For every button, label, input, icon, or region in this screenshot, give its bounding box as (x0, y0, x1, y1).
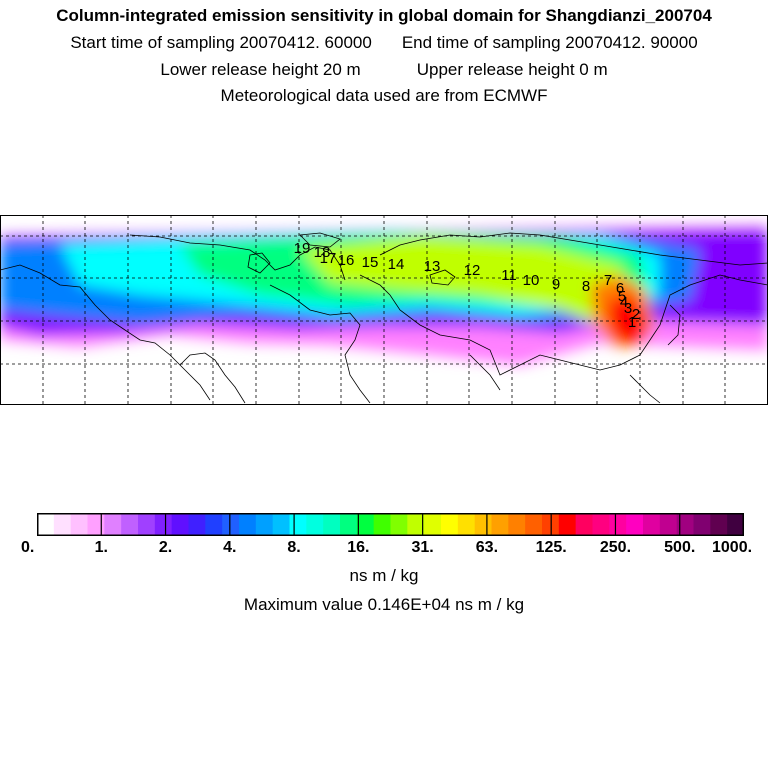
color-scale-tick-label: 16. (347, 539, 370, 556)
trajectory-marker-4: 4 (620, 294, 628, 311)
color-scale-tick-label: 4. (223, 539, 237, 556)
trajectory-marker-3: 3 (624, 300, 632, 317)
color-scale-swatch (592, 513, 610, 536)
color-scale-swatch (727, 513, 744, 536)
color-scale-swatch (558, 513, 577, 536)
sensitivity-field (0, 215, 768, 405)
grid-lines (0, 215, 768, 405)
color-scale-tick-label: 31. (411, 539, 434, 556)
color-scale-tick-label: 250. (599, 539, 632, 556)
color-scale-swatch (424, 513, 442, 536)
color-scale-frame (37, 513, 744, 536)
color-scale-bar (37, 513, 744, 536)
color-scale-swatch (239, 513, 257, 536)
color-scale-tick-label: 500. (664, 539, 696, 556)
end-time-label: End time of sampling 20070412. 90000 (401, 33, 698, 52)
upper-release-label: Upper release height 0 m (416, 60, 608, 79)
trajectory-marker-16: 16 (338, 252, 355, 269)
units-label: ns m / kg (349, 566, 419, 585)
trajectory-marker-17: 17 (320, 250, 337, 267)
color-scale-swatch (676, 513, 695, 536)
lower-release-label: Lower release height 20 m (160, 60, 361, 79)
trajectory-marker-7: 7 (604, 272, 612, 289)
color-scale-swatch (323, 513, 341, 536)
maximum-value-label: Maximum value 0.146E+04 ns m / kg (243, 595, 525, 614)
met-data-label: Meteorological data used are from ECMWF (220, 86, 548, 105)
color-scale-swatch (407, 513, 425, 536)
color-scale-swatch (508, 513, 526, 536)
color-scale-swatch (121, 513, 139, 536)
trajectory-marker-14: 14 (388, 256, 405, 273)
color-scale-swatch (255, 513, 274, 536)
trajectory-marker-13: 13 (424, 258, 441, 275)
color-scale-swatch (37, 513, 55, 536)
color-scale-swatch (356, 513, 375, 536)
color-scale-swatch (289, 513, 307, 536)
trajectory-marker-8: 8 (582, 278, 590, 295)
trajectory-marker-2: 2 (632, 306, 640, 323)
trajectory-marker-6: 6 (616, 280, 624, 297)
color-scale-tick-label: 8. (287, 539, 301, 556)
trajectory-marker-12: 12 (464, 262, 481, 279)
color-scale-swatch (171, 513, 190, 536)
trajectory-marker-1: 1 (628, 314, 636, 331)
color-scale-swatch (222, 513, 240, 536)
color-scale-swatch (340, 513, 358, 536)
trajectory-marker-5: 5 (618, 288, 626, 305)
color-scale-swatch (626, 513, 644, 536)
coastlines (0, 232, 768, 404)
color-scale-swatch (609, 513, 627, 536)
color-scale-swatch (272, 513, 291, 536)
color-scale-swatch (659, 513, 678, 536)
color-scale-tick-label: 63. (475, 539, 499, 556)
color-scale-swatch (441, 513, 459, 536)
color-scale-swatch (693, 513, 711, 536)
color-scale-swatch (373, 513, 392, 536)
color-scale-swatch (188, 513, 206, 536)
color-scale-swatch (87, 513, 105, 536)
plot-title: Column-integrated emission sensitivity i… (56, 6, 712, 25)
color-scale-swatch (457, 513, 476, 536)
color-scale-swatch (53, 513, 72, 536)
sampling-time-line: Start time of sampling 20070412. 60000 En… (0, 33, 768, 53)
trajectory-marker-11: 11 (501, 267, 517, 284)
color-scale-swatch (70, 513, 89, 536)
color-scale-swatch (491, 513, 509, 536)
color-scale-swatch (575, 513, 594, 536)
trajectory-marker-18: 18 (314, 244, 331, 261)
release-height-line: Lower release height 20 m Upper release h… (0, 60, 768, 80)
color-scale-swatch (154, 513, 173, 536)
color-scale-swatch (390, 513, 408, 536)
color-scale-swatch (525, 513, 543, 536)
trajectory-marker-9: 9 (552, 276, 560, 293)
color-scale-swatch (710, 513, 728, 536)
color-scale-tick-label: 2. (158, 539, 173, 556)
color-scale-swatch (104, 513, 122, 536)
trajectory-marker-15: 15 (362, 254, 379, 271)
color-scale-tick-label: 1. (94, 539, 108, 556)
trajectory-marker-19: 19 (294, 240, 311, 257)
color-scale-tick-label: 125. (535, 539, 567, 556)
color-scale-swatch (138, 513, 156, 536)
trajectory-marker-10: 10 (523, 272, 540, 289)
color-scale-swatch (205, 513, 223, 536)
sensitivity-band-7 (608, 295, 645, 345)
color-scale-swatch (643, 513, 661, 536)
start-time-label: Start time of sampling 20070412. 60000 (70, 33, 372, 52)
color-scale-tick-label: 1000. (712, 539, 753, 556)
color-scale-swatch (306, 513, 324, 536)
color-scale-swatch (474, 513, 493, 536)
color-scale-tick-label: 0. (21, 539, 35, 556)
